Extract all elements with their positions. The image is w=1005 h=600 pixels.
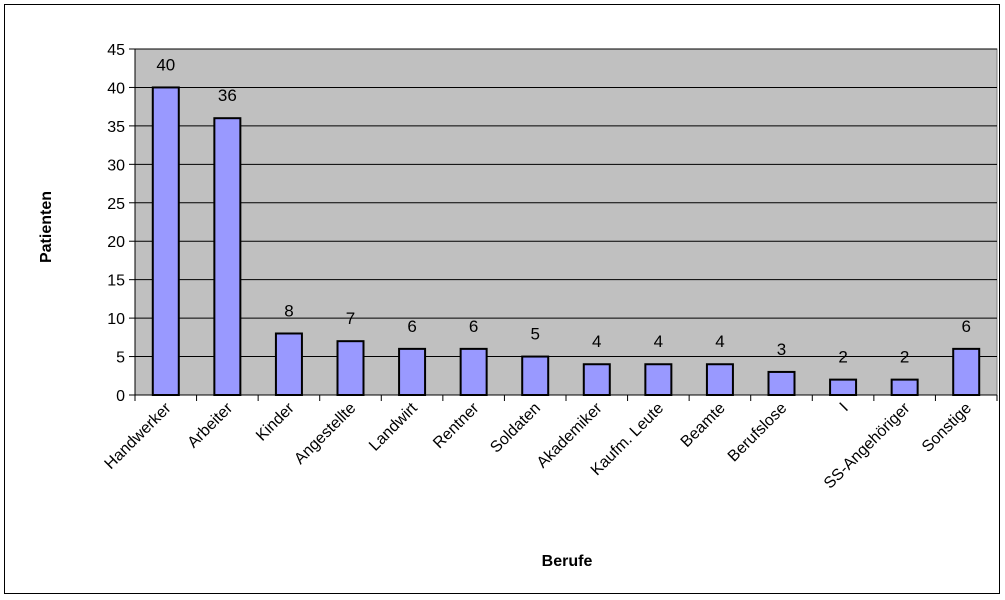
data-label: 2: [900, 348, 909, 367]
data-label: 4: [715, 332, 724, 351]
x-tick-label: Sonstige: [919, 400, 975, 456]
x-tick-label: Soldaten: [487, 400, 544, 457]
data-label: 4: [592, 332, 601, 351]
bar: [521, 355, 550, 396]
x-tick-label: Berufslose: [725, 400, 791, 466]
gridlines: [135, 48, 997, 358]
x-tick-label: SS-Angehöriger: [821, 399, 914, 492]
bar: [890, 378, 919, 397]
data-label: 3: [777, 340, 786, 359]
y-tick-label: 35: [107, 119, 125, 136]
bar: [705, 363, 734, 397]
data-label: 5: [530, 325, 539, 344]
y-tick-label: 15: [107, 273, 125, 290]
bars: [151, 86, 981, 397]
bar: [952, 347, 981, 397]
data-labels: 40 36 8 7 6 6 5 4 4 4 3 2 2 6: [156, 55, 971, 366]
y-axis-ticks: 0 5 10 15 20 25 30 35 40 45: [107, 42, 135, 405]
bar-chart: 40 36 8 7 6 6 5 4 4 4 3 2 2 6 0 5 10 15 20 25 30 35 40 45 Hand…: [38, 42, 998, 570]
y-tick-label: 25: [107, 196, 125, 213]
chart-frame: 40 36 8 7 6 6 5 4 4 4 3 2 2 6 0 5 10 15 20 25 30 35 40 45 Hand…: [4, 4, 1000, 594]
bar: [459, 347, 488, 397]
y-tick-label: 40: [107, 80, 125, 97]
x-tick-label: I: [837, 400, 852, 415]
y-tick-label: 0: [116, 388, 125, 405]
bar: [582, 363, 611, 397]
x-tick-label: Landwirt: [366, 399, 421, 454]
y-tick-label: 20: [107, 234, 125, 251]
x-tick-label: Arbeiter: [185, 399, 237, 451]
bar: [829, 378, 858, 397]
bar: [151, 86, 180, 396]
data-label: 7: [346, 309, 355, 328]
data-label: 4: [654, 332, 663, 351]
x-tick-label: Handwerker: [102, 399, 175, 472]
y-tick-label: 10: [107, 311, 125, 328]
data-label: 8: [284, 301, 293, 320]
x-tick-label: Kinder: [253, 399, 298, 444]
data-label: 36: [218, 86, 237, 105]
bar: [767, 370, 796, 396]
bar: [213, 117, 242, 396]
y-axis-title: Patienten: [38, 191, 55, 263]
bar: [644, 363, 673, 397]
x-tick-label: Rentner: [430, 399, 483, 452]
x-tick-label: Angestellte: [291, 400, 359, 468]
data-label: 6: [407, 317, 416, 336]
x-tick-label: Beamte: [678, 400, 729, 451]
data-label: 40: [156, 55, 175, 74]
y-tick-label: 45: [107, 42, 125, 59]
bar: [336, 340, 365, 396]
y-tick-label: 30: [107, 157, 125, 174]
x-axis-title: Berufe: [542, 553, 593, 570]
plot-area: [134, 48, 998, 396]
data-label: 6: [961, 317, 970, 336]
data-label: 2: [838, 348, 847, 367]
bar: [274, 332, 303, 397]
y-tick-label: 5: [116, 350, 125, 367]
bar: [398, 347, 427, 397]
data-label: 6: [469, 317, 478, 336]
